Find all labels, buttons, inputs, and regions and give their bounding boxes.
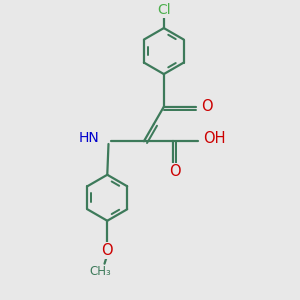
Text: O: O bbox=[201, 99, 212, 114]
Text: O: O bbox=[101, 243, 113, 258]
Text: OH: OH bbox=[203, 131, 225, 146]
Text: Cl: Cl bbox=[157, 3, 171, 17]
Text: O: O bbox=[169, 164, 181, 179]
Text: CH₃: CH₃ bbox=[90, 266, 112, 278]
Text: HN: HN bbox=[78, 131, 99, 145]
